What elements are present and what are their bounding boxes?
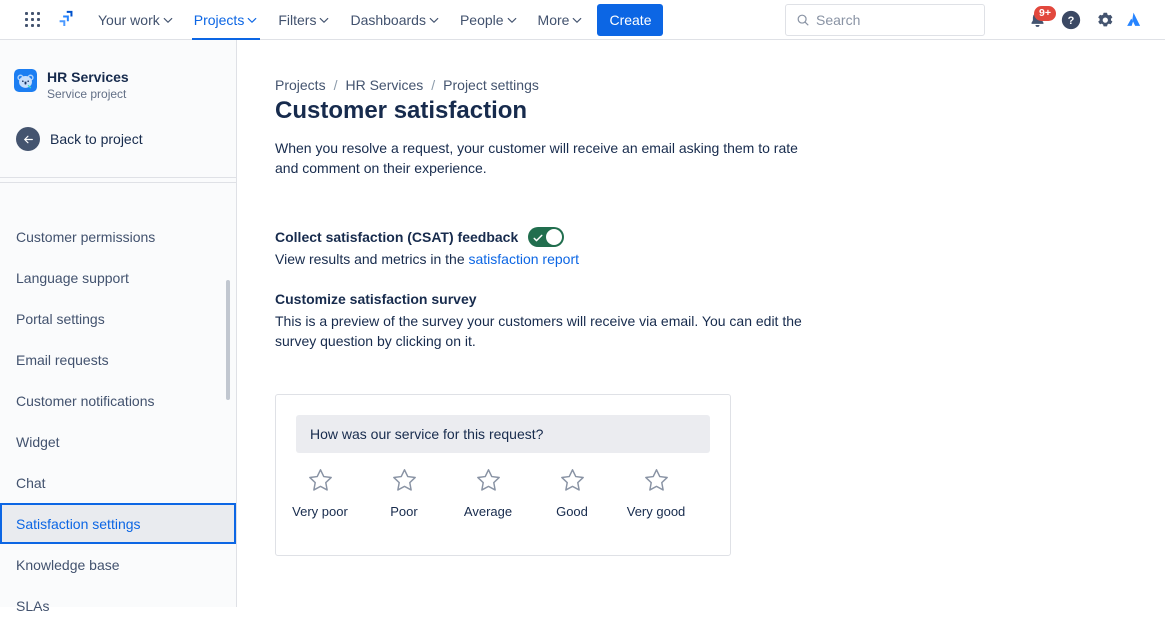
svg-text:?: ? bbox=[1068, 15, 1075, 27]
